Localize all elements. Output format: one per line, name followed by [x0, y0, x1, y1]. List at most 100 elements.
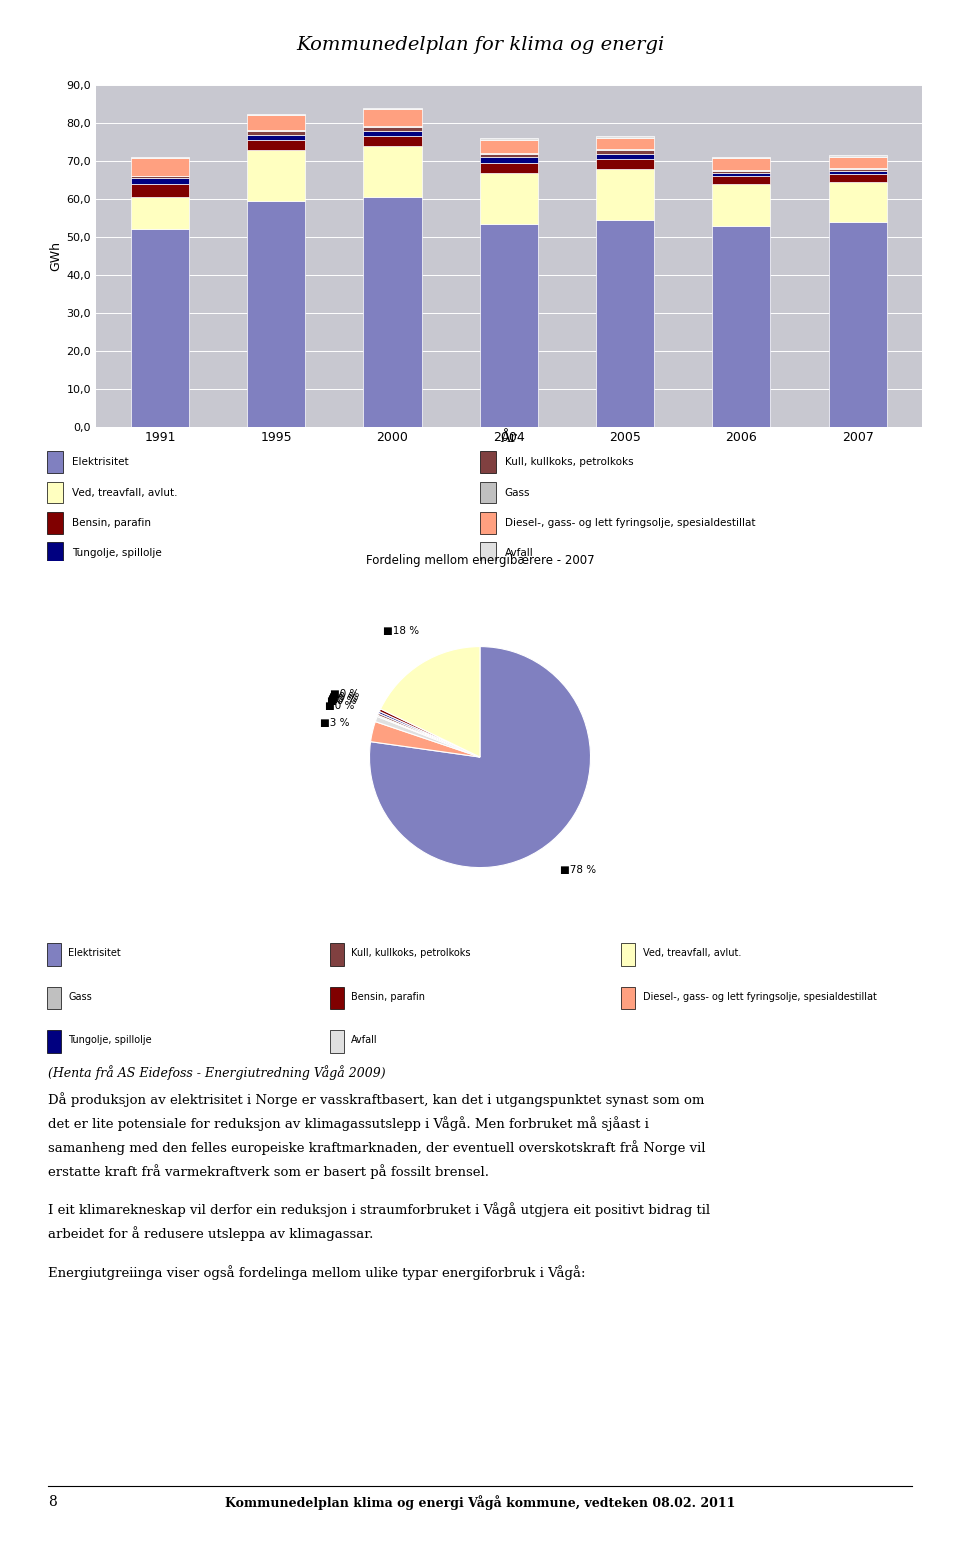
- Bar: [828, 174, 887, 181]
- Bar: [131, 178, 189, 185]
- Bar: [712, 172, 771, 177]
- Text: Tungolje, spillolje: Tungolje, spillolje: [72, 548, 161, 558]
- Bar: [330, 986, 344, 1010]
- Wedge shape: [371, 721, 480, 757]
- Bar: [47, 451, 63, 473]
- Bar: [480, 154, 538, 157]
- Text: Elektrisitet: Elektrisitet: [68, 949, 121, 959]
- Text: Kull, kullkoks, petrolkoks: Kull, kullkoks, petrolkoks: [505, 458, 634, 467]
- Bar: [596, 160, 654, 169]
- Text: Tungolje, spillolje: Tungolje, spillolje: [68, 1035, 152, 1045]
- Bar: [621, 943, 636, 966]
- Text: I eit klimarekneskap vil derfor ein reduksjon i straumforbruket i Vågå utgjera e: I eit klimarekneskap vil derfor ein redu…: [48, 1202, 710, 1218]
- Bar: [131, 158, 189, 175]
- Bar: [712, 225, 771, 427]
- Text: ■0 %: ■0 %: [330, 689, 360, 700]
- Wedge shape: [380, 647, 480, 757]
- Bar: [480, 223, 538, 427]
- Text: Avfall: Avfall: [351, 1035, 377, 1045]
- Bar: [131, 197, 189, 230]
- Bar: [47, 512, 63, 534]
- Text: Diesel-, gass- og lett fyringsolje, spesialdestillat: Diesel-, gass- og lett fyringsolje, spes…: [642, 991, 876, 1002]
- Bar: [47, 943, 61, 966]
- Text: Då produksjon av elektrisitet i Norge er vasskraftbasert, kan det i utgangspunkt: Då produksjon av elektrisitet i Norge er…: [48, 1092, 705, 1107]
- Bar: [131, 185, 189, 197]
- Bar: [480, 512, 496, 534]
- Text: Ved, treavfall, avlut.: Ved, treavfall, avlut.: [72, 487, 178, 498]
- Bar: [364, 146, 421, 197]
- Bar: [596, 150, 654, 154]
- Text: ■0 %: ■0 %: [327, 696, 356, 706]
- Wedge shape: [377, 715, 480, 757]
- Bar: [247, 130, 305, 135]
- Bar: [364, 197, 421, 427]
- Wedge shape: [375, 717, 480, 757]
- Text: Bensin, parafin: Bensin, parafin: [351, 991, 425, 1002]
- Bar: [480, 172, 538, 223]
- Bar: [480, 543, 496, 565]
- Bar: [330, 1030, 344, 1053]
- Bar: [828, 157, 887, 168]
- Bar: [828, 222, 887, 427]
- Bar: [621, 986, 636, 1010]
- Text: Kommunedelplan for klima og energi: Kommunedelplan for klima og energi: [296, 36, 664, 54]
- Text: Ved, treavfall, avlut.: Ved, treavfall, avlut.: [642, 949, 741, 959]
- Bar: [712, 158, 771, 171]
- Wedge shape: [370, 647, 590, 867]
- Text: Elektrisitet: Elektrisitet: [72, 458, 129, 467]
- Bar: [131, 230, 189, 427]
- Text: Gass: Gass: [505, 487, 530, 498]
- Bar: [47, 1030, 61, 1053]
- Text: 8: 8: [48, 1495, 57, 1509]
- Bar: [828, 181, 887, 222]
- Bar: [480, 451, 496, 473]
- Bar: [596, 138, 654, 149]
- Bar: [712, 171, 771, 172]
- Wedge shape: [378, 712, 480, 757]
- Text: Bensin, parafin: Bensin, parafin: [72, 518, 151, 527]
- Bar: [364, 130, 421, 136]
- Text: Energiutgreiinga viser også fordelinga mellom ulike typar energiforbruk i Vågå:: Energiutgreiinga viser også fordelinga m…: [48, 1266, 586, 1280]
- Text: Avfall: Avfall: [505, 548, 534, 558]
- Text: det er lite potensiale for reduksjon av klimagassutslepp i Vågå. Men forbruket m: det er lite potensiale for reduksjon av …: [48, 1117, 649, 1131]
- Text: ■18 %: ■18 %: [383, 625, 419, 636]
- Bar: [480, 140, 538, 154]
- Text: Kull, kullkoks, petrolkoks: Kull, kullkoks, petrolkoks: [351, 949, 470, 959]
- Bar: [596, 154, 654, 160]
- Bar: [47, 543, 63, 565]
- Wedge shape: [379, 709, 480, 757]
- Text: ■78 %: ■78 %: [560, 865, 596, 875]
- Bar: [47, 986, 61, 1010]
- Text: erstatte kraft frå varmekraftverk som er basert på fossilt brensel.: erstatte kraft frå varmekraftverk som er…: [48, 1163, 489, 1179]
- Text: ■0 %: ■0 %: [325, 701, 354, 710]
- Bar: [330, 943, 344, 966]
- Text: År: År: [500, 431, 517, 445]
- Bar: [247, 150, 305, 202]
- Bar: [364, 127, 421, 130]
- Bar: [596, 169, 654, 220]
- Bar: [247, 202, 305, 427]
- Title: Fordeling mellom energibærere - 2007: Fordeling mellom energibærere - 2007: [366, 554, 594, 566]
- Text: ■0 %: ■0 %: [327, 695, 357, 704]
- Bar: [480, 157, 538, 163]
- Text: Gass: Gass: [68, 991, 92, 1002]
- Bar: [47, 482, 63, 504]
- Y-axis label: GWh: GWh: [49, 240, 62, 271]
- Bar: [247, 135, 305, 140]
- Bar: [712, 185, 771, 225]
- Text: (Henta frå AS Eidefoss - Energiutredning Vågå 2009): (Henta frå AS Eidefoss - Energiutredning…: [48, 1066, 386, 1081]
- Text: ■0 %: ■0 %: [329, 692, 358, 701]
- Bar: [131, 177, 189, 178]
- Bar: [596, 220, 654, 427]
- Text: ■3 %: ■3 %: [320, 718, 349, 727]
- Text: arbeidet for å redusere utsleppa av klimagassar.: arbeidet for å redusere utsleppa av klim…: [48, 1227, 373, 1241]
- Bar: [828, 171, 887, 174]
- Bar: [828, 169, 887, 171]
- Bar: [247, 140, 305, 150]
- Wedge shape: [377, 713, 480, 757]
- Text: Diesel-, gass- og lett fyringsolje, spesialdestillat: Diesel-, gass- og lett fyringsolje, spes…: [505, 518, 756, 527]
- Text: samanheng med den felles europeiske kraftmarknaden, der eventuell overskotskraft: samanheng med den felles europeiske kraf…: [48, 1140, 706, 1155]
- Bar: [480, 482, 496, 504]
- Bar: [247, 115, 305, 130]
- Bar: [364, 136, 421, 146]
